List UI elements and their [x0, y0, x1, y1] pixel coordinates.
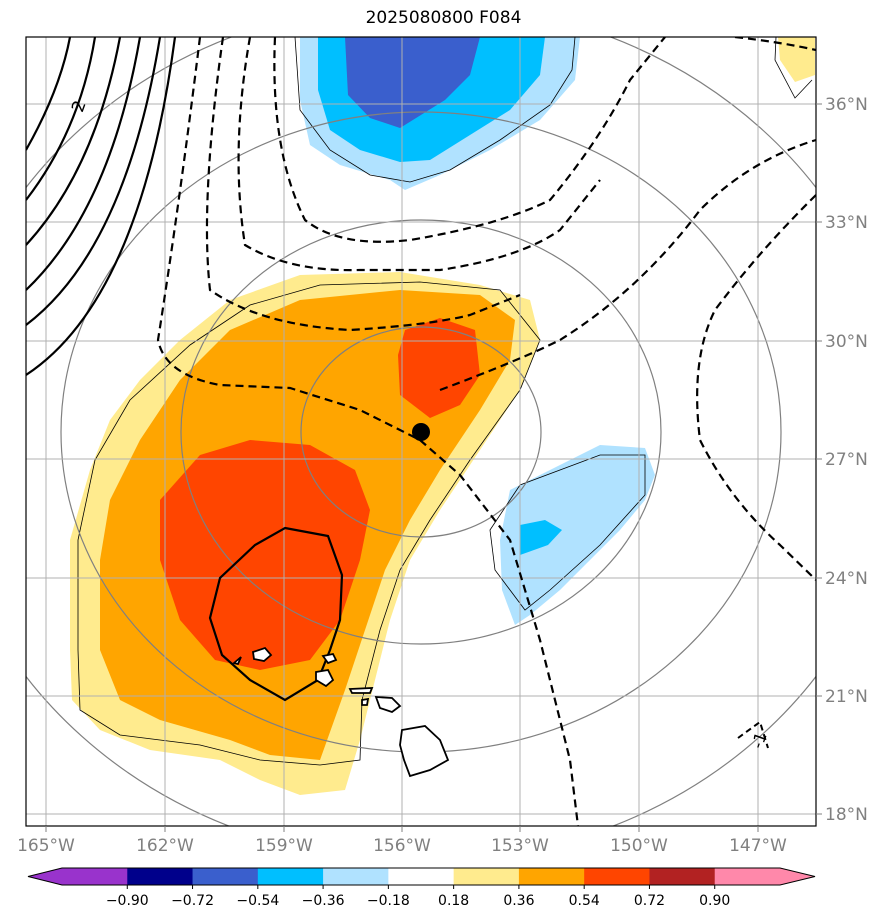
colorbar-tick-label: 0.72: [634, 893, 665, 909]
lon-tick-label: 162°W: [136, 836, 194, 856]
colorbar-segment: [323, 868, 389, 885]
anomaly-fill-neg036-east: [520, 520, 562, 555]
lon-tick-label: 159°W: [255, 836, 313, 856]
lon-tick-label: 165°W: [17, 836, 75, 856]
colorbar-segment: [584, 868, 650, 885]
map-title: 2025080800 F084: [365, 8, 522, 28]
lat-tick-label: 27°N: [825, 450, 868, 470]
map-frame: [25, 36, 817, 827]
colorbar-tick-label: 0.36: [503, 893, 534, 909]
lat-axis: 36°N 33°N 30°N 27°N 24°N 21°N 18°N: [816, 95, 868, 825]
storm-center-marker: [412, 423, 430, 441]
colorbar: −0.90 −0.72 −0.54 −0.36 −0.18 0.18 0.36 0.54 0.7…: [27, 867, 816, 909]
island-lanai: [361, 697, 370, 706]
gridlines: [26, 37, 816, 826]
lon-tick-label: 147°W: [729, 836, 787, 856]
lat-tick-label: 21°N: [825, 687, 868, 707]
colorbar-segment: [714, 868, 781, 885]
colorbar-tick-label: −0.18: [367, 893, 410, 909]
colorbar-tick-label: −0.36: [302, 893, 345, 909]
colorbar-extend-under: [28, 868, 62, 885]
anomaly-fill-072-north: [398, 318, 480, 418]
colorbar-segment: [649, 868, 716, 885]
colorbar-tick-label: −0.54: [236, 893, 279, 909]
colorbar-tick-label: −0.72: [171, 893, 214, 909]
lat-tick-label: 18°N: [825, 805, 868, 825]
colorbar-segment: [192, 868, 259, 885]
colorbar-segment: [388, 868, 455, 885]
colorbar-segment: [127, 868, 194, 885]
colorbar-tick-label: 0.18: [438, 893, 469, 909]
colorbar-outline: [27, 867, 816, 886]
dashed-contours: [156, 37, 816, 826]
island-hawaii: [399, 725, 450, 778]
island-molokai: [348, 687, 374, 694]
lon-axis: 165°W 162°W 159°W 156°W 153°W 150°W 147°…: [17, 826, 787, 856]
lon-tick-label: 150°W: [610, 836, 668, 856]
solid-contours: [26, 37, 177, 376]
lon-tick-label: 156°W: [373, 836, 431, 856]
lat-tick-label: 30°N: [825, 332, 868, 352]
lon-tick-label: 153°W: [491, 836, 549, 856]
colorbar-tick-label: 0.90: [699, 893, 730, 909]
colorbar-segment: [453, 868, 520, 885]
dashed-contour-small: [737, 720, 769, 749]
anomaly-outline-neg-north: [294, 37, 576, 183]
lat-tick-label: 36°N: [825, 95, 868, 115]
anomaly-outline-pos: [77, 281, 541, 766]
island-maui: [374, 696, 402, 714]
island-oahu-2: [315, 669, 335, 688]
lat-tick-label: 24°N: [825, 569, 868, 589]
colorbar-segment: [257, 868, 324, 885]
anomaly-outline-ne: [774, 37, 813, 99]
hawaii-islands: [232, 646, 450, 778]
anomaly-fill-neg018-east: [500, 445, 655, 625]
island-kauai: [252, 646, 273, 662]
colorbar-tick-label: 0.54: [569, 893, 600, 909]
island-niihau: [232, 656, 242, 666]
colorbar-segment: [518, 868, 585, 885]
closed-contour: [208, 526, 344, 702]
anomaly-fill-036-ne: [778, 37, 815, 82]
colorbar-tick-label: −0.90: [106, 893, 149, 909]
range-rings: [26, 37, 816, 826]
colorbar-segment: [62, 868, 128, 885]
anomaly-outline-neg-east: [489, 454, 646, 611]
anomaly-fill-neg054-north: [345, 37, 480, 128]
lat-tick-label: 33°N: [825, 213, 868, 233]
colorbar-extend-over: [780, 868, 815, 885]
island-oahu: [321, 652, 338, 665]
